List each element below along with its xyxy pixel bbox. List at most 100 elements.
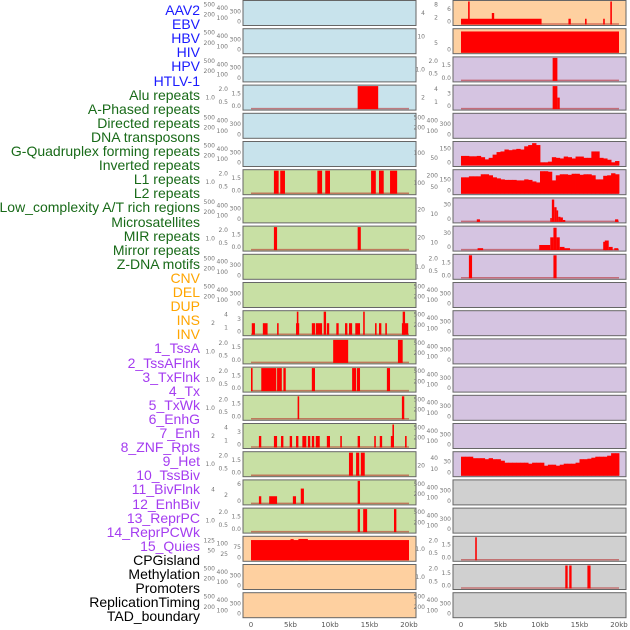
- signal-bin: [579, 156, 584, 166]
- signal-bin: [512, 462, 517, 476]
- signal-bar: [258, 436, 262, 448]
- y-tick-label: 1: [224, 324, 228, 331]
- y-tick-label: 1.5: [231, 513, 241, 520]
- panel-background: [242, 84, 417, 111]
- signal-bar: [357, 86, 379, 110]
- panel-background: [452, 479, 627, 506]
- signal-bin: [591, 175, 596, 194]
- track-label: Methylation: [128, 566, 200, 582]
- y-tick-label: 1.0: [415, 546, 425, 553]
- y-tick-label: 0: [237, 160, 241, 167]
- y-tick-label: 200: [414, 435, 426, 442]
- y-tick-label: 75: [233, 544, 241, 551]
- y-tick-label: 300: [230, 65, 242, 72]
- signal-bin: [603, 158, 608, 166]
- y-tick-label: 0: [447, 611, 451, 618]
- signal-bin: [484, 159, 490, 166]
- signal-bar: [461, 31, 619, 53]
- track-label: ReplicationTiming: [89, 594, 200, 611]
- signal-bar: [402, 311, 406, 335]
- y-tick-label: 400: [217, 33, 229, 40]
- y-tick-label: 500: [204, 199, 216, 206]
- signal-bar: [556, 237, 560, 251]
- track-panel: 0 50 100 150: [414, 141, 627, 167]
- y-tick-label: 300: [230, 121, 242, 128]
- y-tick-label: 100: [427, 410, 439, 417]
- y-tick-label: 400: [427, 118, 439, 125]
- y-tick-label: 4: [224, 312, 228, 319]
- y-tick-label: 100: [427, 128, 439, 135]
- y-tick-label: 400: [217, 5, 229, 12]
- track-label: 11_BivFlnk: [131, 481, 200, 498]
- signal-bar: [475, 537, 477, 561]
- y-tick-label: 100: [217, 541, 229, 548]
- y-tick-label: 400: [217, 202, 229, 209]
- signal-bin: [559, 158, 565, 166]
- track-label: 10_TssBiv: [136, 467, 200, 484]
- signal-bin: [599, 179, 604, 194]
- y-tick-label: 0: [237, 611, 241, 618]
- signal-bin: [540, 162, 545, 166]
- signal-bar: [468, 255, 473, 279]
- y-tick-label: 0: [447, 103, 451, 110]
- signal-bin: [472, 176, 478, 194]
- signal-bar: [262, 323, 268, 335]
- y-tick-label: 1.5: [441, 62, 451, 69]
- y-tick-label: 100: [427, 495, 439, 502]
- signal-bin: [492, 177, 497, 194]
- y-tick-label: 300: [230, 601, 242, 608]
- y-tick-label: 1.5: [231, 90, 241, 97]
- signal-bin: [532, 462, 537, 476]
- panel-background: [452, 592, 627, 619]
- signal-bar: [348, 323, 353, 335]
- y-tick-label: 400: [427, 428, 439, 435]
- y-tick-label: 500: [414, 284, 426, 291]
- track-label: Promoters: [135, 580, 200, 597]
- y-tick-label: 500: [204, 58, 216, 65]
- signal-bar: [251, 540, 409, 561]
- signal-bar: [326, 323, 330, 335]
- panel-background: [242, 197, 417, 224]
- signal-bar: [393, 509, 397, 533]
- track-label: 7_Enh: [159, 425, 200, 441]
- signal-bin: [524, 146, 529, 166]
- track-panel: 0 1 2 3 4: [211, 423, 417, 449]
- signal-bin: [488, 458, 493, 476]
- signal-bin: [540, 462, 545, 476]
- y-tick-label: 1.5: [231, 457, 241, 464]
- signal-bin: [607, 175, 612, 194]
- panel-background: [242, 451, 417, 478]
- track-label: 9_Het: [162, 453, 200, 470]
- y-tick-label: 0: [237, 19, 241, 26]
- signal-bar: [556, 210, 559, 222]
- signal-bin: [461, 456, 466, 476]
- y-tick-label: 200: [414, 125, 426, 132]
- y-tick-label: 0.0: [441, 554, 451, 561]
- y-tick-label: 10: [430, 211, 438, 218]
- y-tick-label: 6: [447, 6, 451, 13]
- y-tick-label: 0: [447, 188, 451, 195]
- y-tick-label: 300: [230, 262, 242, 269]
- y-tick-label: 1: [434, 99, 438, 106]
- signal-bar: [360, 452, 365, 476]
- signal-bin: [559, 464, 565, 476]
- signal-bin: [516, 462, 521, 476]
- signal-bar: [559, 246, 565, 251]
- signal-bar: [357, 436, 361, 448]
- track-panel: 0.00.51.0 1.52.0: [205, 84, 417, 111]
- y-tick-label: 200: [204, 68, 216, 75]
- track-label: CPGisland: [133, 551, 200, 568]
- y-tick-label: 300: [440, 488, 452, 495]
- signal-bar: [345, 323, 348, 335]
- y-tick-label: 300: [440, 347, 452, 354]
- signal-bin: [583, 459, 588, 476]
- signal-bar: [604, 240, 609, 251]
- signal-bin: [476, 155, 482, 166]
- signal-bar: [390, 436, 394, 448]
- y-tick-label: 200: [204, 125, 216, 132]
- y-tick-label: 4: [224, 425, 228, 432]
- y-tick-label: 100: [217, 213, 229, 220]
- signal-bar: [553, 227, 557, 251]
- y-tick-label: 0.5: [428, 578, 438, 585]
